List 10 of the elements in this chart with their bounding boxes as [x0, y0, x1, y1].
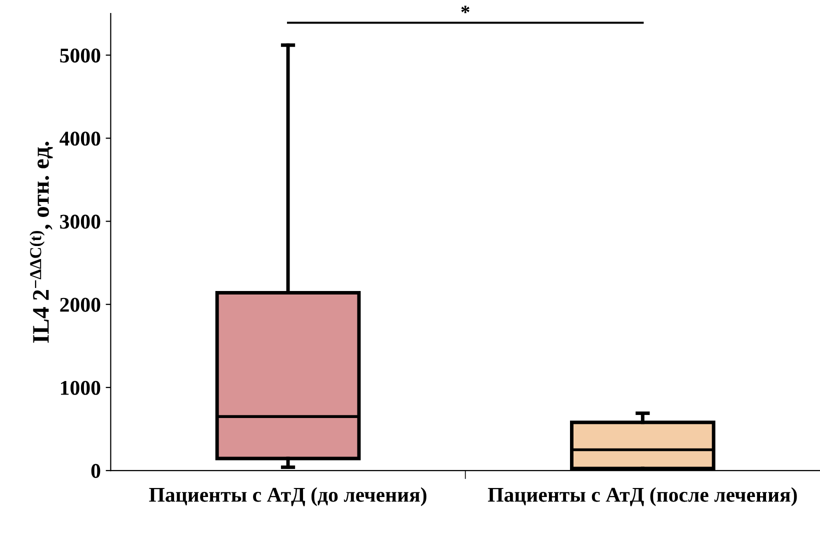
x-tick-label: Пациенты с АтД (до лечения) — [149, 487, 426, 506]
y-tick-label: 1000 — [60, 380, 100, 395]
y-tick-label: 3000 — [60, 214, 100, 229]
y-axis-title: IL4 2$^{−ΔΔC(t)}$, отн. ед. — [30, 142, 53, 343]
y-tick-label: 5000 — [60, 48, 100, 63]
y-tick-label: 0 — [91, 464, 100, 478]
y-tick-label: 2000 — [60, 298, 100, 312]
y-tick-label: 4000 — [60, 132, 100, 146]
x-tick-label: Пациенты с АтД (после лечения) — [488, 487, 797, 506]
text: * — [461, 6, 470, 14]
